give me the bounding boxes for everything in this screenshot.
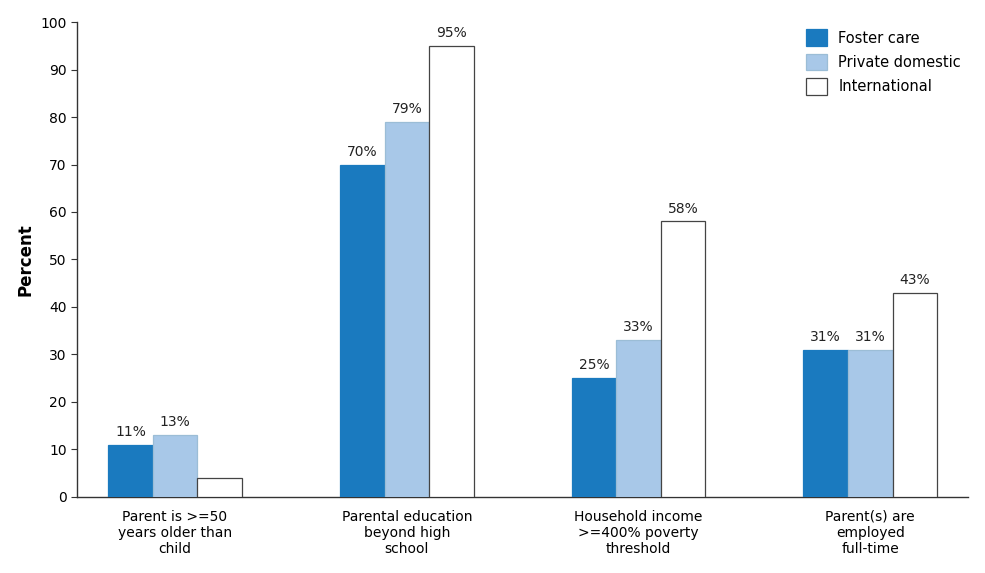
Text: 11%: 11% — [115, 425, 146, 439]
Text: 70%: 70% — [347, 145, 377, 159]
Legend: Foster care, Private domestic, International: Foster care, Private domestic, Internati… — [806, 29, 961, 95]
Bar — [429, 46, 474, 497]
Bar — [197, 478, 242, 497]
Bar — [340, 164, 384, 497]
Text: 13%: 13% — [160, 415, 190, 429]
Bar — [848, 350, 892, 497]
Y-axis label: Percent: Percent — [17, 223, 34, 296]
Text: 95%: 95% — [436, 26, 467, 40]
Bar — [571, 378, 617, 497]
Text: 31%: 31% — [811, 330, 841, 344]
Bar — [617, 340, 661, 497]
Text: 79%: 79% — [391, 102, 423, 116]
Text: 33%: 33% — [624, 320, 654, 335]
Bar — [661, 222, 705, 497]
Text: 25%: 25% — [578, 358, 610, 372]
Bar — [892, 293, 937, 497]
Bar — [384, 122, 429, 497]
Bar — [804, 350, 848, 497]
Text: 58%: 58% — [668, 202, 698, 216]
Text: 31%: 31% — [855, 330, 886, 344]
Text: 43%: 43% — [899, 273, 930, 287]
Bar — [153, 435, 197, 497]
Bar — [108, 445, 153, 497]
